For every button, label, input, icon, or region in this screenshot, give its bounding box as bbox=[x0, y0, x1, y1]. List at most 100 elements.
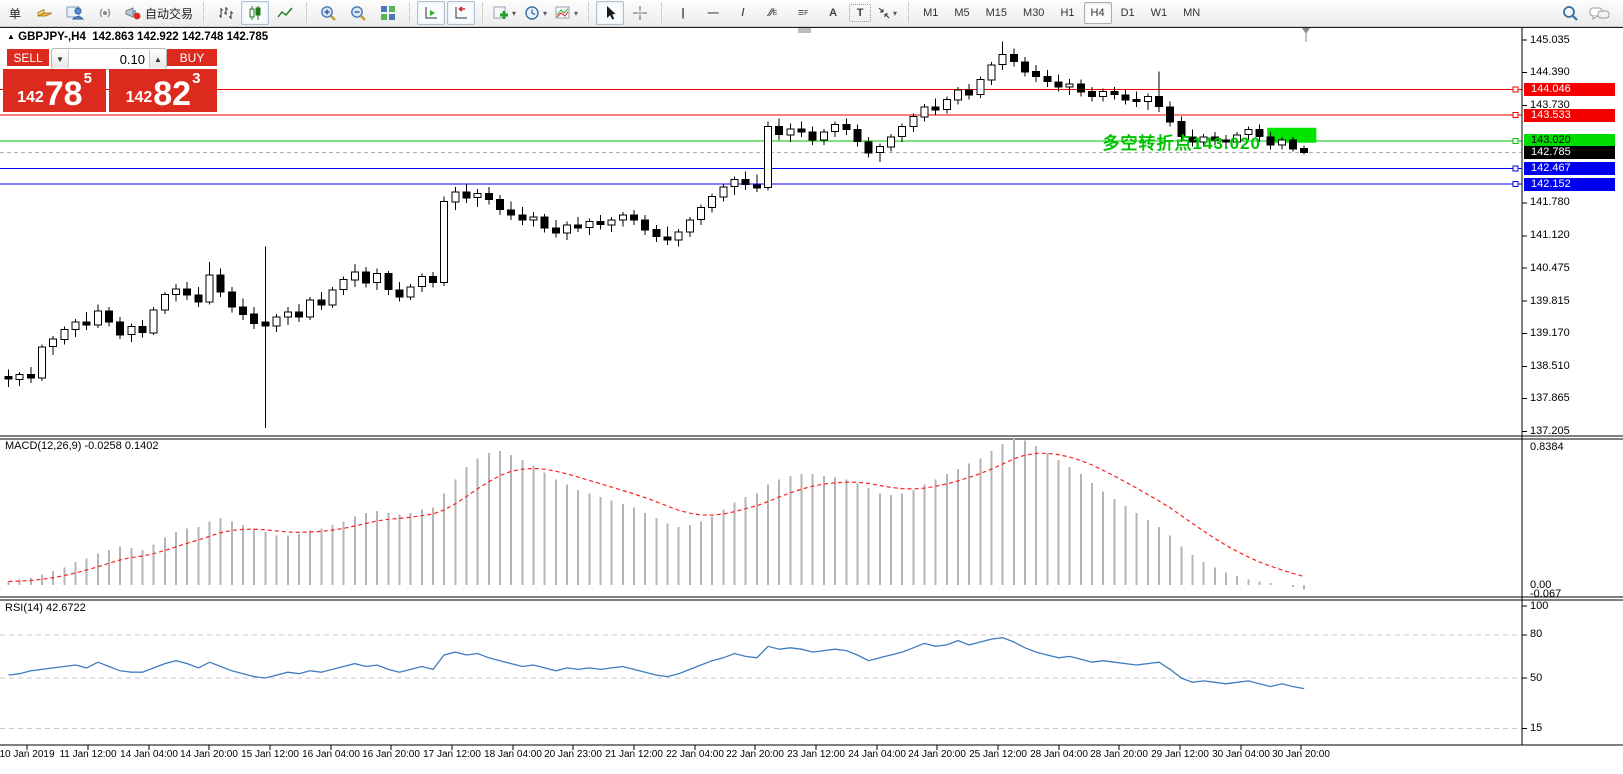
new-order-icon[interactable] bbox=[31, 1, 59, 25]
timeframe-button-h1[interactable]: H1 bbox=[1060, 7, 1075, 19]
time-axis-label: 23 Jan 12:00 bbox=[787, 749, 845, 760]
chat-icon[interactable] bbox=[1586, 2, 1614, 26]
rsi-axis-label: 100 bbox=[1530, 599, 1549, 612]
candle-body bbox=[373, 273, 382, 284]
timeframe-button-w1[interactable]: W1 bbox=[1150, 7, 1168, 19]
candle-body bbox=[49, 338, 58, 348]
candle-body bbox=[395, 289, 404, 298]
arrows-button[interactable]: ▾ bbox=[873, 1, 901, 25]
time-axis-label: 28 Jan 20:00 bbox=[1090, 749, 1148, 760]
text-button[interactable]: A bbox=[829, 7, 838, 19]
rsi-line bbox=[8, 637, 1305, 690]
candle-body bbox=[1266, 136, 1275, 146]
time-axis-label: 17 Jan 12:00 bbox=[423, 749, 481, 760]
sell-price-base: 142 bbox=[17, 89, 44, 106]
timeframe-button-h4[interactable]: H4 bbox=[1083, 2, 1112, 24]
candle-body bbox=[719, 186, 728, 198]
candle-body bbox=[339, 279, 348, 291]
trendline-button[interactable]: / bbox=[741, 7, 745, 19]
search-icon[interactable] bbox=[1556, 2, 1584, 26]
candle-body bbox=[440, 201, 449, 284]
candle-body bbox=[898, 126, 907, 138]
timeframe-button-d1[interactable]: D1 bbox=[1120, 7, 1135, 19]
line-chart-button[interactable] bbox=[271, 1, 299, 25]
buy-price-button[interactable]: 142 82 3 bbox=[109, 69, 217, 112]
time-axis-label: 22 Jan 04:00 bbox=[666, 749, 724, 760]
time-axis-label: 24 Jan 20:00 bbox=[908, 749, 966, 760]
vertical-line-button[interactable]: | bbox=[681, 7, 685, 19]
candle-body bbox=[194, 294, 203, 303]
chart-shift-button[interactable] bbox=[447, 1, 476, 25]
candle-body bbox=[127, 326, 136, 336]
volume-control: ▼ ▲ bbox=[51, 48, 167, 70]
timeframe-button-mn[interactable]: MN bbox=[1183, 7, 1201, 19]
candle-body bbox=[1009, 54, 1018, 63]
time-axis-label: 22 Jan 20:00 bbox=[726, 749, 784, 760]
candle-body bbox=[1166, 106, 1175, 123]
buy-button[interactable]: BUY bbox=[167, 49, 217, 66]
candle-body bbox=[1277, 139, 1286, 146]
volume-input[interactable] bbox=[69, 50, 149, 68]
sell-price-button[interactable]: 142 78 5 bbox=[3, 69, 106, 112]
text-label-button[interactable]: T bbox=[849, 4, 872, 22]
crosshair-button[interactable] bbox=[626, 1, 654, 25]
level-connector-square bbox=[1512, 112, 1519, 119]
timeframe-button-m30[interactable]: M30 bbox=[1023, 7, 1045, 19]
candle-body bbox=[495, 199, 504, 211]
auto-scroll-button[interactable] bbox=[417, 1, 446, 25]
time-axis-label: 14 Jan 20:00 bbox=[180, 749, 238, 760]
fibonacci-button[interactable]: ≡ F bbox=[797, 7, 809, 19]
pivot-annotation-text[interactable]: 多空转折点143.020 bbox=[1102, 134, 1261, 153]
templates-button[interactable]: ▾ bbox=[552, 1, 581, 25]
zoom-in-button[interactable] bbox=[314, 1, 342, 25]
candle-body bbox=[607, 219, 616, 226]
channel-button[interactable]: ∕∕ E bbox=[768, 7, 778, 19]
candlestick-chart-button[interactable] bbox=[241, 1, 270, 25]
zoom-out-button[interactable] bbox=[344, 1, 372, 25]
candle-body bbox=[808, 131, 817, 141]
toolbar-separator bbox=[661, 3, 663, 23]
candle-body bbox=[920, 106, 929, 118]
tile-windows-button[interactable] bbox=[374, 1, 402, 25]
timeframe-button-m15[interactable]: M15 bbox=[985, 7, 1008, 19]
main-toolbar: 单 自动交易 bbox=[0, 0, 1623, 27]
new-order-partial-label[interactable]: 单 bbox=[8, 6, 21, 21]
time-axis-label: 20 Jan 23:00 bbox=[544, 749, 602, 760]
price-axis-tick-label: 138.510 bbox=[1530, 359, 1570, 372]
horizontal-line-button[interactable]: — bbox=[707, 7, 719, 19]
time-axis-label: 18 Jan 04:00 bbox=[484, 749, 542, 760]
candle-body bbox=[328, 289, 337, 306]
candle-body bbox=[831, 124, 840, 133]
candle-body bbox=[886, 136, 895, 148]
candle-body bbox=[38, 346, 47, 379]
chart-scroll-thumb[interactable] bbox=[798, 28, 811, 33]
candle-body bbox=[1177, 121, 1186, 138]
toolbar-separator bbox=[482, 3, 484, 23]
profile-icon[interactable] bbox=[61, 1, 89, 25]
candle-body bbox=[1054, 81, 1063, 88]
cursor-button[interactable] bbox=[596, 1, 625, 25]
timeframe-button-m1[interactable]: M1 bbox=[923, 7, 939, 19]
candle-body bbox=[775, 126, 784, 136]
timeframe-button-m5[interactable]: M5 bbox=[954, 7, 970, 19]
candle-body bbox=[909, 116, 918, 128]
candle-body bbox=[1110, 91, 1119, 96]
bar-chart-button[interactable] bbox=[211, 1, 239, 25]
auto-trading-button[interactable]: 自动交易 bbox=[121, 1, 196, 25]
highlight-rectangle[interactable] bbox=[1267, 127, 1317, 143]
candle-body bbox=[361, 271, 370, 284]
candle-body bbox=[250, 313, 259, 325]
signal-icon[interactable] bbox=[91, 1, 119, 25]
indicators-button[interactable]: ▾ bbox=[490, 1, 519, 25]
volume-decrease-button[interactable]: ▼ bbox=[52, 50, 69, 68]
candle-body bbox=[697, 207, 706, 221]
price-axis-tick-label: 141.780 bbox=[1530, 196, 1570, 209]
candle-body bbox=[261, 321, 270, 327]
volume-increase-button[interactable]: ▲ bbox=[149, 50, 166, 68]
candle-body bbox=[1032, 71, 1041, 78]
time-axis-label: 29 Jan 12:00 bbox=[1151, 749, 1209, 760]
periods-button[interactable]: ▾ bbox=[521, 1, 550, 25]
candle-body bbox=[227, 291, 236, 308]
sell-button[interactable]: SELL bbox=[7, 49, 49, 66]
